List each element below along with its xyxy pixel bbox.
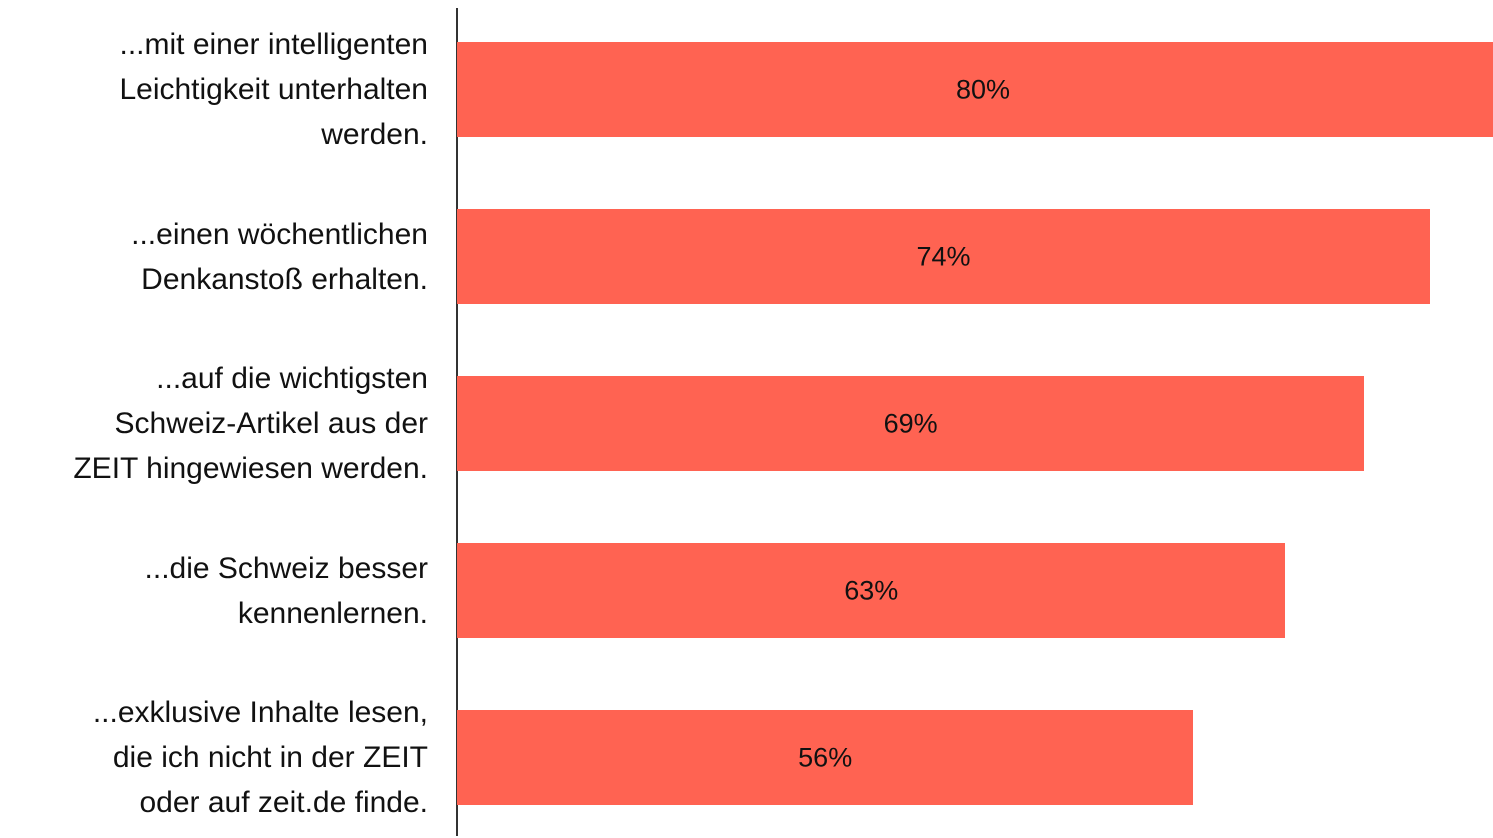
- data-label: 63%: [844, 575, 899, 605]
- data-label: 80%: [955, 74, 1011, 104]
- bar: [457, 209, 1431, 304]
- y-axis-line: [456, 8, 458, 836]
- category-label: ...auf die wichtigsten Schweiz-Artikel a…: [73, 362, 428, 485]
- category-label: ...exklusive Inhalte lesen, die ich nich…: [92, 696, 428, 819]
- bar: [457, 710, 1194, 805]
- data-label: 74%: [916, 241, 971, 271]
- category-label: ...einen wöchentlichen Denkanstoß erhalt…: [131, 217, 428, 296]
- category-label: ...mit einer intelligenten Leichtigkeit …: [119, 28, 428, 151]
- bar: [457, 42, 1493, 137]
- data-label: 56%: [798, 742, 853, 772]
- data-label: 69%: [883, 408, 938, 438]
- bar: [457, 376, 1365, 471]
- bar: [457, 543, 1286, 638]
- category-label: ...die Schweiz besser kennenlernen.: [144, 551, 428, 630]
